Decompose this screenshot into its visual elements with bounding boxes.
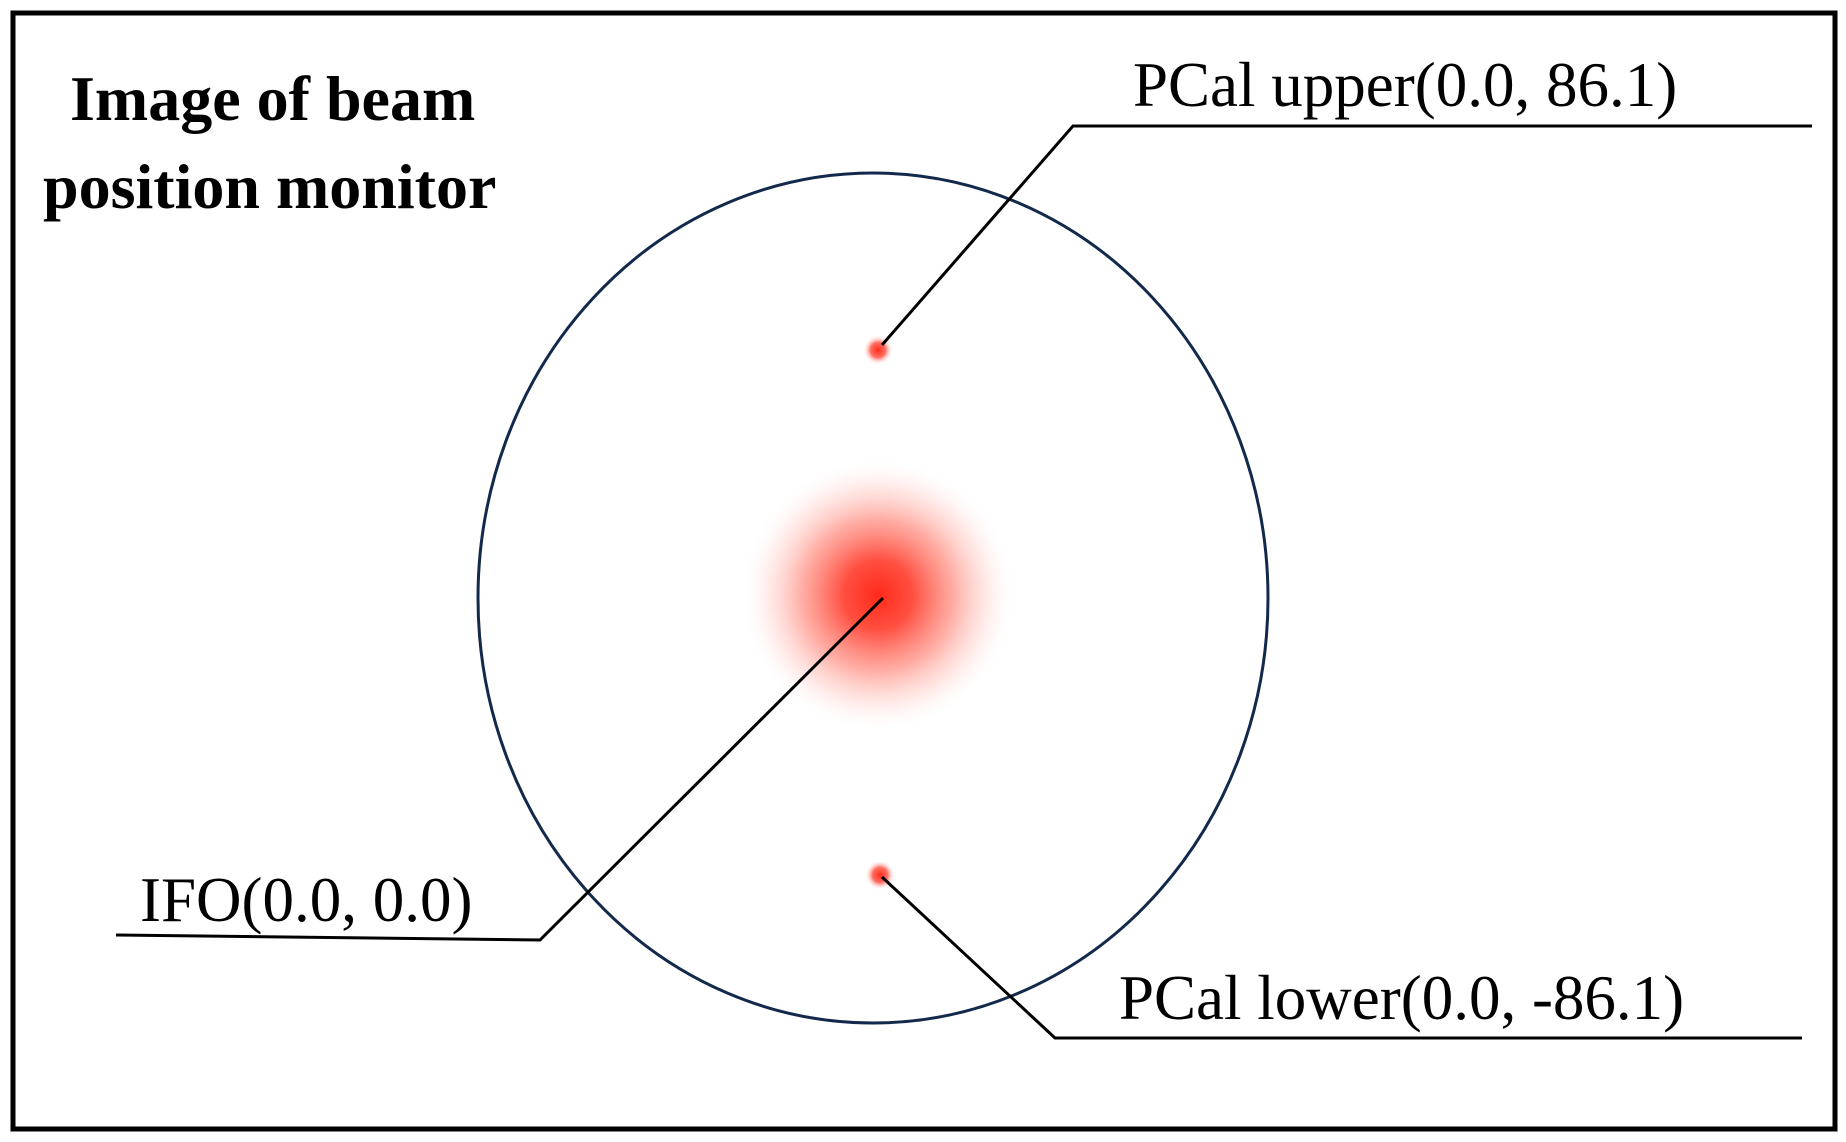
monitor-circle — [476, 171, 1270, 1025]
pcal-upper-label: PCal upper(0.0, 86.1) — [1133, 50, 1677, 120]
pcal-lower-leader-line — [880, 875, 1802, 1040]
diagram-title-line-1: Image of beam — [70, 63, 475, 134]
ifo-leader-line — [115, 596, 885, 942]
ifo-label: IFO(0.0, 0.0) — [140, 865, 472, 935]
ifo-beam-spot — [740, 457, 1016, 733]
pcal-upper-leader-line — [880, 124, 1812, 346]
diagram-title-line-2: position monitor — [43, 151, 496, 222]
pcal-lower-label: PCal lower(0.0, -86.1) — [1119, 963, 1684, 1033]
